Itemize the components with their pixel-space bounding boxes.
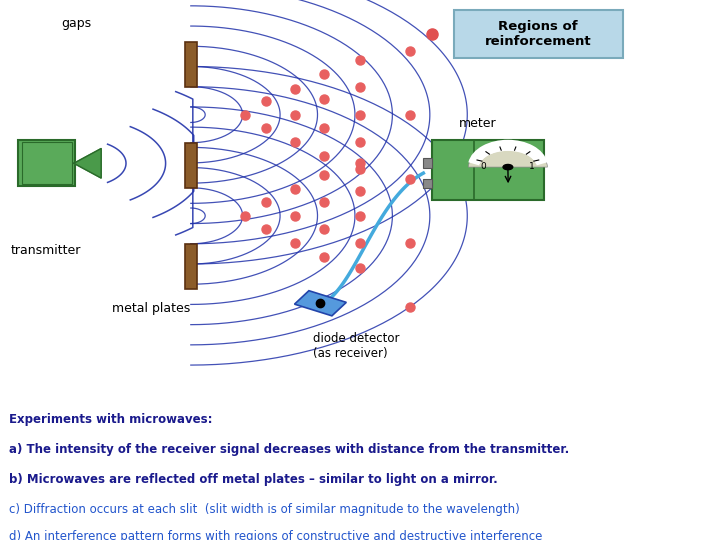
FancyBboxPatch shape (185, 244, 197, 289)
Text: b) Microwaves are reflected off metal plates – similar to light on a mirror.: b) Microwaves are reflected off metal pl… (9, 473, 498, 486)
Text: gaps: gaps (61, 17, 91, 30)
FancyBboxPatch shape (432, 140, 544, 200)
FancyBboxPatch shape (185, 143, 197, 187)
FancyBboxPatch shape (454, 10, 623, 58)
Text: a) The intensity of the receiver signal decreases with distance from the transmi: a) The intensity of the receiver signal … (9, 443, 569, 456)
Text: d) An interference pattern forms with regions of constructive and destructive in: d) An interference pattern forms with re… (9, 530, 542, 540)
Text: metal plates: metal plates (112, 302, 190, 315)
Text: meter: meter (459, 117, 497, 130)
FancyBboxPatch shape (423, 158, 432, 167)
Text: Experiments with microwaves:: Experiments with microwaves: (9, 413, 212, 426)
Text: c) Diffraction occurs at each slit  (slit width is of similar magnitude to the w: c) Diffraction occurs at each slit (slit… (9, 503, 519, 516)
Text: transmitter: transmitter (11, 244, 81, 256)
Text: 0: 0 (480, 162, 486, 171)
FancyBboxPatch shape (19, 140, 76, 186)
Polygon shape (294, 291, 346, 316)
Text: Regions of
reinforcement: Regions of reinforcement (485, 20, 592, 48)
Text: 1: 1 (528, 162, 534, 171)
Text: diode detector
(as receiver): diode detector (as receiver) (313, 333, 400, 360)
Wedge shape (469, 146, 547, 167)
Polygon shape (74, 148, 101, 178)
FancyBboxPatch shape (423, 179, 432, 188)
FancyBboxPatch shape (185, 42, 197, 86)
Circle shape (503, 165, 513, 170)
